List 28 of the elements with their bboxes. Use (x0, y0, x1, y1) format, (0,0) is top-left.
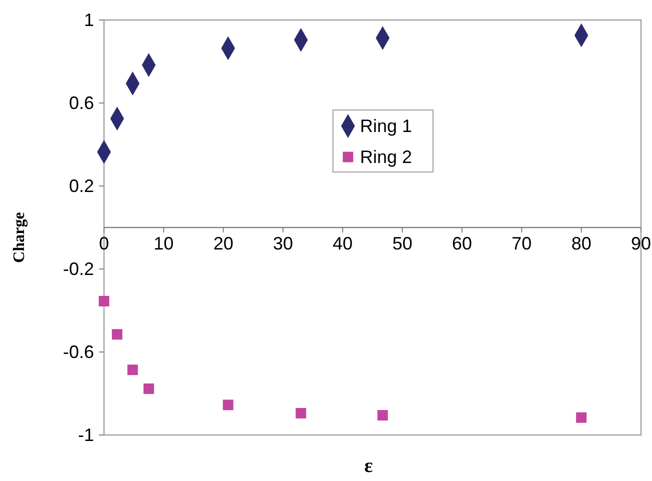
point (112, 329, 122, 340)
legend-label: Ring 2 (360, 147, 412, 167)
x-tick-label: 70 (512, 234, 532, 254)
y-tick-label: 1 (84, 10, 94, 30)
y-tick-label: -0.2 (62, 259, 94, 279)
point (296, 408, 306, 418)
y-tick-label: 0.6 (68, 93, 94, 113)
x-tick-label: 0 (98, 234, 110, 254)
x-tick-label: 60 (452, 234, 472, 254)
point (222, 400, 234, 410)
x-tick-label: 80 (571, 234, 592, 254)
x-tick-label: 10 (154, 234, 174, 254)
x-tick-label: 30 (272, 234, 294, 254)
y-tick-label: -0.6 (62, 342, 94, 362)
point (377, 410, 388, 421)
point (127, 364, 138, 376)
x-tick-label: 20 (213, 234, 234, 254)
y-tick-label: 0.2 (68, 176, 94, 196)
point (144, 383, 154, 394)
x-axis-title: ε (364, 455, 374, 477)
y-tick-label: -1 (78, 425, 94, 445)
x-tick-label: 40 (332, 234, 353, 254)
x-tick-label: 50 (392, 234, 412, 254)
legend-label: Ring 1 (360, 116, 412, 136)
point (576, 412, 587, 423)
x-tick-label: 90 (630, 234, 652, 254)
y-axis-title: Charge (11, 212, 28, 263)
point (98, 296, 110, 306)
